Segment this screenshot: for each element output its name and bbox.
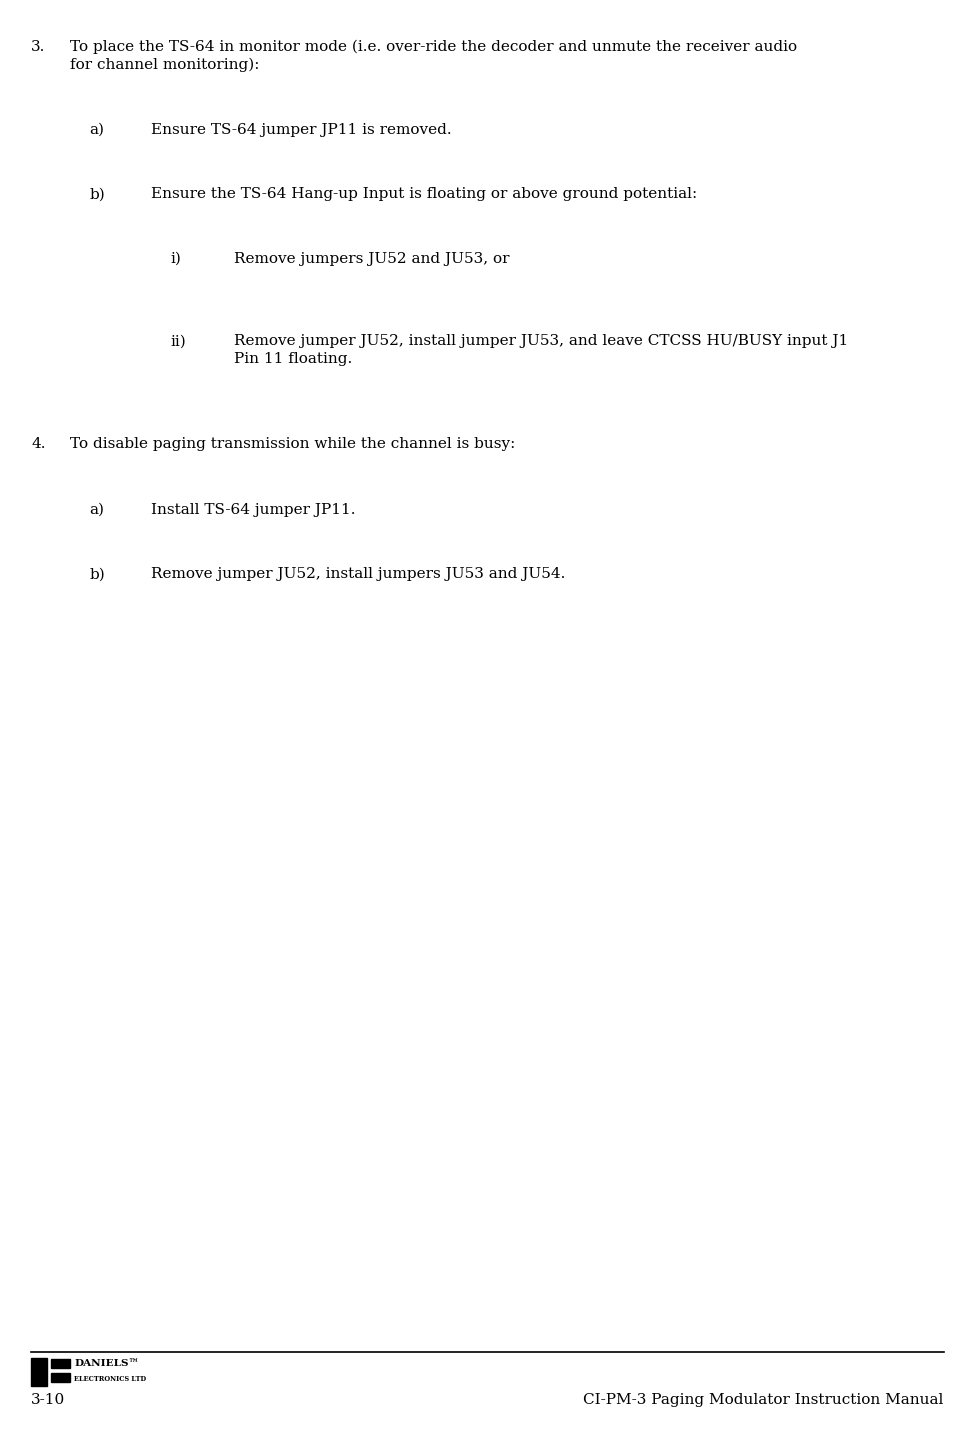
Text: To place the TS-64 in monitor mode (i.e. over-ride the decoder and unmute the re: To place the TS-64 in monitor mode (i.e.… (70, 40, 798, 73)
Text: Install TS-64 jumper JP11.: Install TS-64 jumper JP11. (151, 503, 356, 517)
Text: To disable paging transmission while the channel is busy:: To disable paging transmission while the… (70, 437, 516, 452)
Text: ii): ii) (171, 334, 186, 349)
Text: Remove jumper JU52, install jumper JU53, and leave CTCSS HU/BUSY input J1
Pin 11: Remove jumper JU52, install jumper JU53,… (234, 334, 848, 366)
Text: Ensure the TS-64 Hang-up Input is floating or above ground potential:: Ensure the TS-64 Hang-up Input is floati… (151, 187, 697, 201)
Text: b): b) (90, 187, 105, 201)
Text: a): a) (90, 123, 104, 137)
Text: CI-PM-3 Paging Modulator Instruction Manual: CI-PM-3 Paging Modulator Instruction Man… (583, 1393, 944, 1408)
FancyBboxPatch shape (51, 1359, 70, 1368)
Text: ELECTRONICS LTD: ELECTRONICS LTD (74, 1375, 146, 1383)
Text: 4.: 4. (31, 437, 46, 452)
FancyBboxPatch shape (51, 1373, 70, 1382)
Text: DANIELS™: DANIELS™ (74, 1359, 139, 1368)
Text: b): b) (90, 567, 105, 582)
Text: Remove jumper JU52, install jumpers JU53 and JU54.: Remove jumper JU52, install jumpers JU53… (151, 567, 566, 582)
Text: 3.: 3. (31, 40, 46, 54)
Text: a): a) (90, 503, 104, 517)
Text: Ensure TS-64 jumper JP11 is removed.: Ensure TS-64 jumper JP11 is removed. (151, 123, 451, 137)
Text: i): i) (171, 252, 181, 266)
Text: Remove jumpers JU52 and JU53, or: Remove jumpers JU52 and JU53, or (234, 252, 510, 266)
Text: 3-10: 3-10 (31, 1393, 65, 1408)
FancyBboxPatch shape (31, 1358, 47, 1386)
